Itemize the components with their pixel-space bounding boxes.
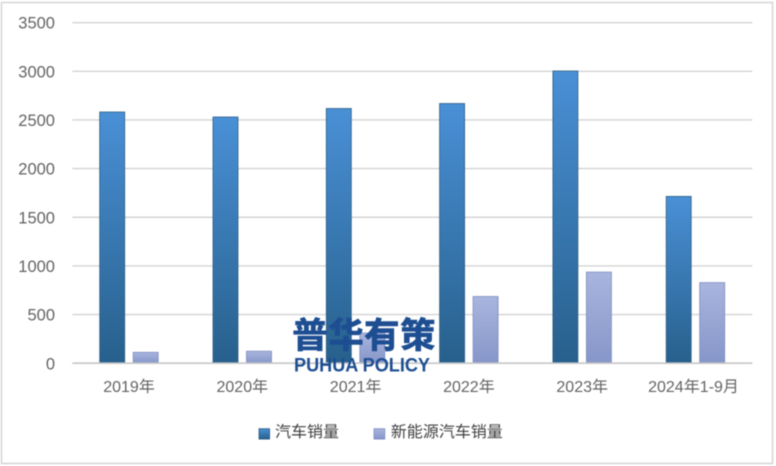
svg-text:2000: 2000 xyxy=(18,161,55,179)
svg-text:2023: 2023 xyxy=(556,379,592,396)
svg-text:PUHUA POLICY: PUHUA POLICY xyxy=(294,354,430,376)
svg-text:3500: 3500 xyxy=(18,15,55,33)
svg-text:2022: 2022 xyxy=(443,379,479,396)
svg-text:3000: 3000 xyxy=(18,63,55,81)
svg-text:1500: 1500 xyxy=(18,209,55,227)
svg-text:2024: 2024 xyxy=(648,379,684,396)
svg-text:500: 500 xyxy=(27,307,55,325)
svg-text:0: 0 xyxy=(46,355,55,373)
svg-text:1-9: 1-9 xyxy=(700,379,723,396)
svg-text:2020: 2020 xyxy=(217,379,253,396)
svg-text:2019: 2019 xyxy=(103,379,139,396)
svg-text:2021: 2021 xyxy=(330,379,366,396)
svg-text:2500: 2500 xyxy=(18,112,55,130)
svg-text:1000: 1000 xyxy=(18,258,55,276)
